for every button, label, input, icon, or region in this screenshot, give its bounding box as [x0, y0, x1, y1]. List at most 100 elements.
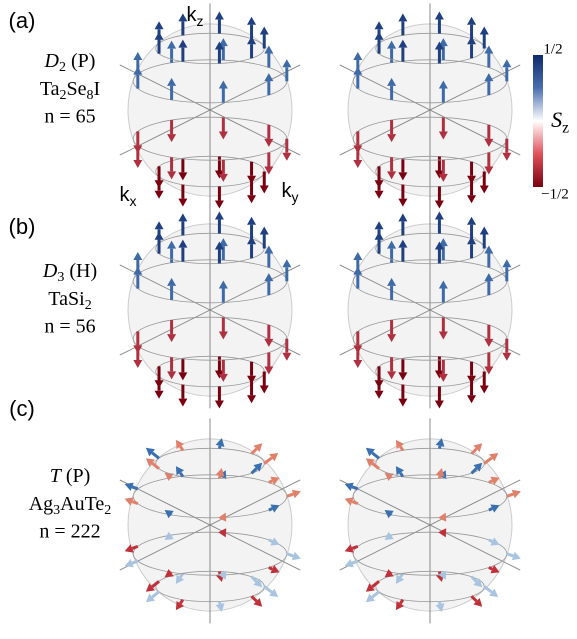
- figure: (a)D2 (P)Ta2Se8In = 65(b)D3 (H)TaSi2n = …: [0, 0, 577, 639]
- arrow-head: [353, 52, 362, 60]
- arrow-head: [435, 212, 444, 220]
- arrow-shaft: [484, 587, 492, 593]
- arrow-head: [133, 360, 142, 368]
- arrow-shaft: [352, 502, 358, 504]
- arrow-shaft: [132, 546, 138, 548]
- arrow-head: [282, 153, 291, 161]
- arrow-head: [133, 252, 142, 260]
- arrow-head: [215, 212, 224, 220]
- subscript: y: [292, 189, 299, 205]
- spin-textures: [120, 3, 521, 623]
- arrow-head: [398, 213, 407, 221]
- arrow-shaft: [352, 561, 358, 563]
- arrow-head: [215, 400, 224, 408]
- element: Au: [60, 493, 84, 515]
- arrow-shaft: [439, 446, 440, 449]
- arrow-head: [480, 386, 489, 394]
- element: Ag: [29, 493, 53, 515]
- arrow-head: [282, 353, 291, 361]
- arrow-shaft: [264, 458, 272, 464]
- arrow-shaft: [219, 446, 220, 449]
- arrow-head: [155, 180, 164, 188]
- element: I: [94, 78, 101, 100]
- arrow-head: [155, 191, 164, 199]
- colorbar-top: 1/2: [543, 41, 562, 57]
- element-sub: 2: [60, 88, 67, 103]
- group-sub: 2: [59, 60, 66, 75]
- arrow-head: [502, 259, 511, 267]
- arrow-shaft: [287, 494, 293, 496]
- arrow-head: [133, 160, 142, 168]
- formula: TaSi2: [48, 288, 91, 314]
- element-sub: 2: [85, 298, 92, 313]
- arrow-head: [502, 59, 511, 67]
- arrow-head: [178, 213, 187, 221]
- arrow-head: [178, 399, 187, 407]
- group-sub: 3: [57, 270, 64, 285]
- label: kx: [120, 184, 137, 208]
- group-rest: (P): [66, 50, 95, 72]
- arrow-shaft: [219, 476, 220, 479]
- arrow-head: [480, 27, 489, 35]
- panel-tag: (a): [9, 8, 36, 33]
- panel-tag: (b): [9, 214, 36, 239]
- arrow-head: [282, 259, 291, 267]
- group-rest: (P): [61, 465, 90, 487]
- arrow-head: [435, 200, 444, 208]
- arrow-head: [435, 400, 444, 408]
- element-sub: 2: [104, 503, 111, 518]
- base: S: [551, 107, 562, 132]
- arrow-head: [467, 217, 476, 225]
- arrow-head: [155, 391, 164, 399]
- arrow-head: [178, 199, 187, 207]
- label: Sz: [551, 107, 569, 136]
- arrow-shaft: [132, 487, 138, 489]
- arrow-head: [353, 252, 362, 260]
- arrow-head: [247, 217, 256, 225]
- arrow-shaft: [132, 561, 138, 563]
- group-rest: (H): [64, 260, 97, 282]
- arrow-head: [398, 399, 407, 407]
- formula: Ta2Se8I: [40, 78, 100, 104]
- arrow-head: [247, 195, 256, 203]
- arrow-head: [375, 380, 384, 388]
- arrow-shaft: [372, 592, 379, 598]
- formula: Ag3AuTe2: [29, 493, 112, 519]
- arrow-head: [155, 21, 164, 29]
- panel-tag: (c): [9, 396, 35, 421]
- arrow-shaft: [152, 592, 159, 598]
- arrow-shaft: [489, 540, 492, 542]
- arrow-head: [375, 221, 384, 229]
- arrow-shaft: [269, 481, 272, 483]
- arrow-shaft: [132, 502, 138, 504]
- arrow-shaft: [264, 587, 272, 593]
- arrow-head: [260, 186, 269, 194]
- arrow-head: [375, 21, 384, 29]
- count: n = 56: [44, 316, 95, 338]
- subscript: x: [130, 193, 137, 209]
- arrow-head: [480, 227, 489, 235]
- arrow-head: [398, 199, 407, 207]
- arrow-shaft: [484, 458, 492, 464]
- subscript: z: [562, 119, 569, 136]
- arrow-head: [247, 395, 256, 403]
- arrow-shaft: [269, 509, 272, 511]
- point-group: D3 (H): [42, 260, 97, 286]
- arrow-shaft: [269, 540, 272, 542]
- arrow-shaft: [269, 568, 272, 570]
- arrow-head: [353, 160, 362, 168]
- arrow-head: [282, 59, 291, 67]
- arrow-head: [375, 391, 384, 399]
- arrow-shaft: [180, 473, 183, 477]
- arrow-head: [467, 17, 476, 25]
- element: Si: [68, 288, 85, 310]
- count: n = 222: [39, 521, 100, 543]
- arrow-shaft: [287, 554, 293, 556]
- arrow-shaft: [372, 453, 379, 459]
- arrow-head: [215, 12, 224, 20]
- element: Ta: [40, 78, 60, 100]
- arrow-shaft: [439, 601, 440, 604]
- arrow-head: [155, 221, 164, 229]
- arrow-shaft: [180, 600, 183, 604]
- arrow-head: [133, 52, 142, 60]
